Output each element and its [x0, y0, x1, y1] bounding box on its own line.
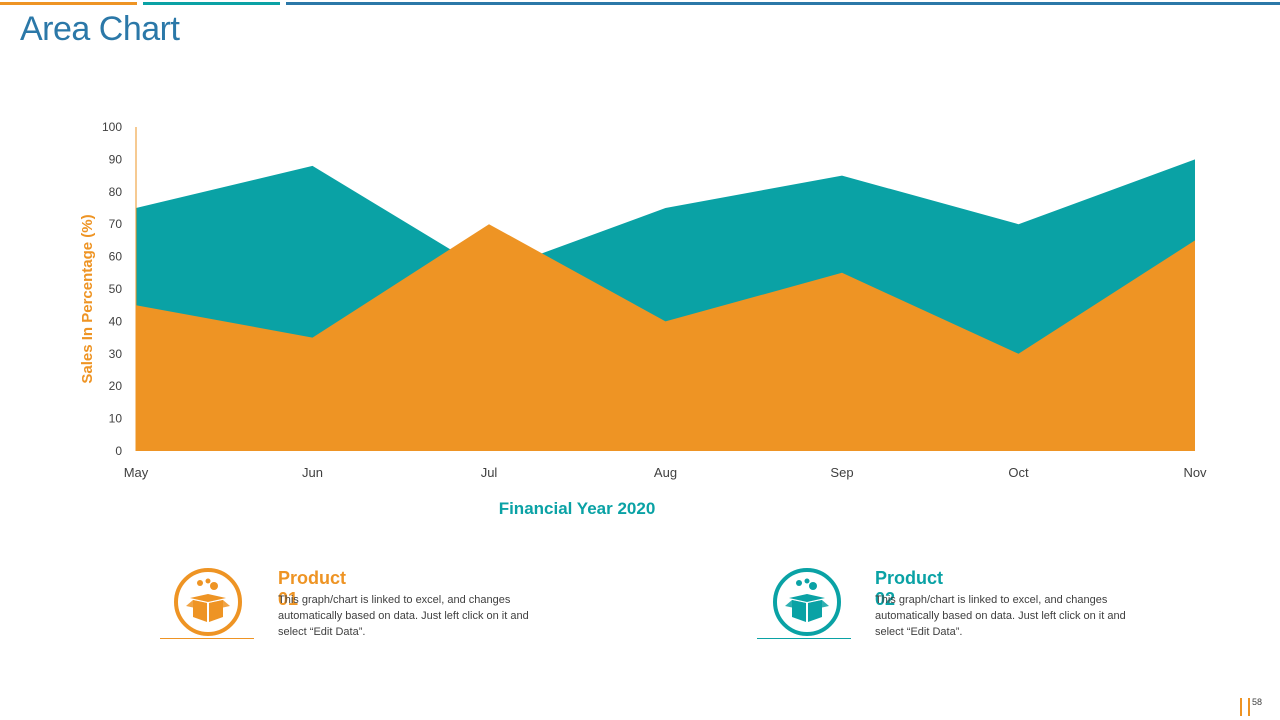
product-01-underline — [160, 638, 254, 639]
area-series-2 — [136, 224, 1195, 451]
product-02-description: This graph/chart is linked to excel, and… — [875, 594, 1126, 638]
x-tick-label: Nov — [1183, 465, 1207, 480]
x-tick-label: Aug — [654, 465, 677, 480]
y-tick-label: 80 — [109, 185, 123, 199]
y-tick-label: 100 — [102, 120, 122, 134]
x-tick-label: Sep — [830, 465, 853, 480]
y-axis-label: Sales In Percentage (%) — [79, 214, 96, 383]
x-tick-label: Jul — [481, 465, 498, 480]
page-number: 58 — [1251, 697, 1262, 707]
y-tick-label: 50 — [109, 282, 123, 296]
x-tick-label: Oct — [1008, 465, 1029, 480]
header-accent-bar-orange — [0, 2, 137, 5]
area-chart: 0 10 20 30 40 50 60 70 80 90 100 May Jun Jul Aug Sep Oc… — [79, 120, 1207, 518]
y-tick-label: 70 — [109, 217, 123, 231]
box-icon — [773, 568, 841, 636]
box-icon — [174, 568, 242, 636]
product-02-heading: Product 02 — [875, 568, 944, 609]
product-01-icon — [160, 560, 256, 640]
x-axis-label: Financial Year 2020 — [499, 499, 656, 518]
product-02-icon — [757, 560, 853, 640]
x-tick-label: Jun — [302, 465, 323, 480]
header-accent-bar-blue — [286, 2, 1280, 5]
header-accent-bar-teal — [143, 2, 280, 5]
y-tick-label: 90 — [109, 152, 123, 166]
product-01-description: This graph/chart is linked to excel, and… — [278, 594, 529, 638]
y-tick-label: 20 — [109, 379, 123, 393]
product-02-underline — [757, 638, 851, 639]
product-01-heading: Product 01 — [278, 568, 347, 609]
y-tick-label: 30 — [109, 347, 123, 361]
x-tick-label: May — [124, 465, 149, 480]
y-tick-label: 40 — [109, 314, 123, 328]
y-tick-label: 0 — [115, 444, 122, 458]
y-tick-label: 60 — [109, 250, 123, 264]
page-title: Area Chart — [20, 10, 180, 48]
y-tick-label: 10 — [109, 412, 123, 426]
page-number-marker — [1240, 698, 1250, 716]
